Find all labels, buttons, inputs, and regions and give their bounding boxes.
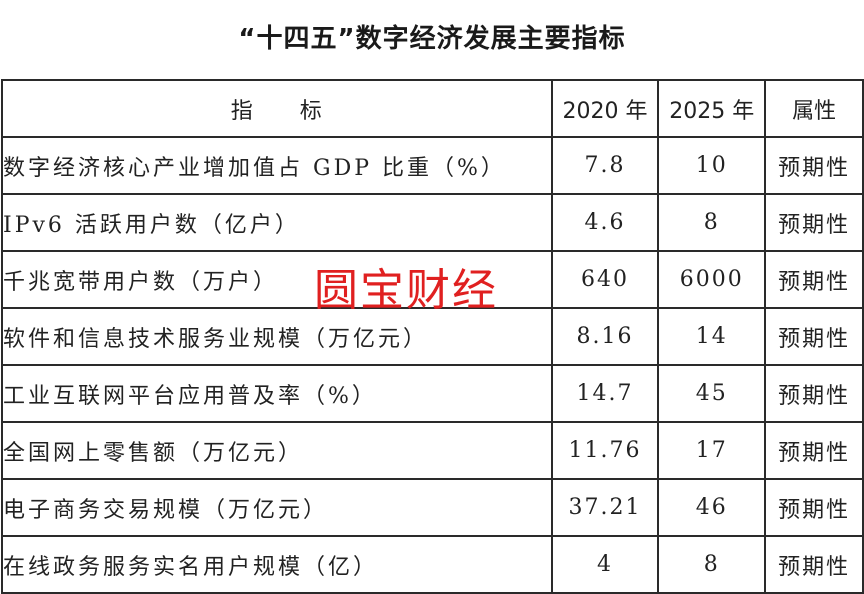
row-value-2020: 37.21 bbox=[550, 478, 660, 537]
row-attribute: 预期性 bbox=[764, 307, 864, 366]
row-attribute: 预期性 bbox=[764, 535, 864, 594]
header-indicator: 指 标 bbox=[1, 79, 553, 138]
table-row: 千兆宽带用户数（万户） 640 6000 预期性 bbox=[1, 250, 864, 309]
table-row: 全国网上零售额（万亿元） 11.76 17 预期性 bbox=[1, 421, 864, 480]
row-attribute: 预期性 bbox=[764, 193, 864, 252]
document-title: “十四五”数字经济发展主要指标 bbox=[238, 24, 626, 54]
row-value-2020: 11.76 bbox=[550, 421, 660, 480]
table-row: 工业互联网平台应用普及率（%） 14.7 45 预期性 bbox=[1, 364, 864, 423]
table-header-row: 指 标 2020 年 2025 年 属性 bbox=[1, 79, 864, 138]
row-value-2025: 8 bbox=[657, 193, 767, 252]
row-attribute: 预期性 bbox=[764, 136, 864, 195]
row-value-2020: 640 bbox=[550, 250, 660, 309]
row-value-2025: 17 bbox=[657, 421, 767, 480]
row-indicator: 电子商务交易规模（万亿元） bbox=[1, 478, 553, 537]
row-attribute: 预期性 bbox=[764, 364, 864, 423]
row-value-2025: 6000 bbox=[657, 250, 767, 309]
table-row: 在线政务服务实名用户规模（亿） 4 8 预期性 bbox=[1, 535, 864, 594]
header-2020: 2020 年 bbox=[550, 79, 660, 138]
row-value-2025: 8 bbox=[657, 535, 767, 594]
row-attribute: 预期性 bbox=[764, 250, 864, 309]
row-value-2025: 10 bbox=[657, 136, 767, 195]
row-value-2020: 8.16 bbox=[550, 307, 660, 366]
row-value-2025: 46 bbox=[657, 478, 767, 537]
row-indicator: 在线政务服务实名用户规模（亿） bbox=[1, 535, 553, 594]
row-value-2020: 4 bbox=[550, 535, 660, 594]
table-row: 软件和信息技术服务业规模（万亿元） 8.16 14 预期性 bbox=[1, 307, 864, 366]
table-row: 数字经济核心产业增加值占 GDP 比重（%） 7.8 10 预期性 bbox=[1, 136, 864, 195]
row-value-2025: 14 bbox=[657, 307, 767, 366]
indicators-table: 指 标 2020 年 2025 年 属性 数字经济核心产业增加值占 GDP 比重… bbox=[1, 79, 864, 594]
table-row: 电子商务交易规模（万亿元） 37.21 46 预期性 bbox=[1, 478, 864, 537]
row-value-2020: 14.7 bbox=[550, 364, 660, 423]
header-2025: 2025 年 bbox=[657, 79, 767, 138]
row-value-2025: 45 bbox=[657, 364, 767, 423]
row-value-2020: 4.6 bbox=[550, 193, 660, 252]
row-indicator: IPv6 活跃用户数（亿户） bbox=[1, 193, 553, 252]
table-row: IPv6 活跃用户数（亿户） 4.6 8 预期性 bbox=[1, 193, 864, 252]
row-indicator: 全国网上零售额（万亿元） bbox=[1, 421, 553, 480]
row-indicator: 工业互联网平台应用普及率（%） bbox=[1, 364, 553, 423]
row-indicator: 千兆宽带用户数（万户） bbox=[1, 250, 553, 309]
header-attribute: 属性 bbox=[764, 79, 864, 138]
row-indicator: 软件和信息技术服务业规模（万亿元） bbox=[1, 307, 553, 366]
row-attribute: 预期性 bbox=[764, 478, 864, 537]
row-value-2020: 7.8 bbox=[550, 136, 660, 195]
row-attribute: 预期性 bbox=[764, 421, 864, 480]
row-indicator: 数字经济核心产业增加值占 GDP 比重（%） bbox=[1, 136, 553, 195]
